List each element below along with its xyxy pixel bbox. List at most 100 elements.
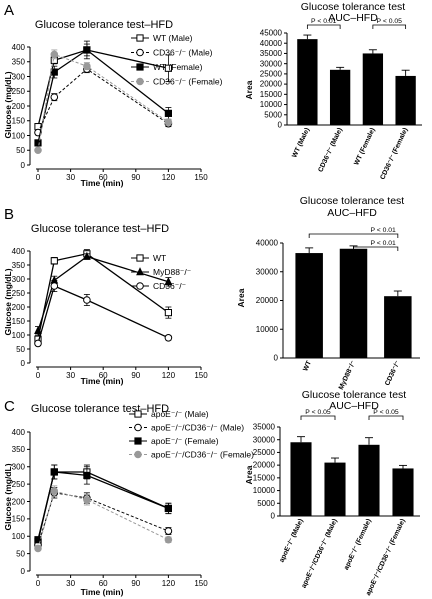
data-point bbox=[34, 139, 42, 147]
bar-y-tick-label: 20000 bbox=[253, 461, 276, 470]
series-line bbox=[37, 490, 169, 549]
significance-bracket: P < 0.01 bbox=[353, 240, 399, 251]
series-line bbox=[37, 471, 169, 540]
data-point bbox=[50, 68, 58, 76]
bar bbox=[290, 442, 312, 516]
data-point bbox=[50, 50, 59, 59]
bar-category-label: apoE⁻/⁻/CD36⁻/⁻ (Female) bbox=[365, 518, 407, 597]
data-point bbox=[83, 62, 91, 70]
x-tick-label: 90 bbox=[131, 173, 140, 182]
data-point bbox=[164, 109, 173, 117]
bar-y-tick-label: 35000 bbox=[260, 49, 283, 58]
y-tick-label: 400 bbox=[12, 43, 26, 52]
x-tick-label: 0 bbox=[36, 579, 41, 588]
bar-chart-title-c: Glucose tolerance test bbox=[302, 389, 407, 401]
y-tick-label: 0 bbox=[21, 359, 26, 368]
significance-bracket: P < 0.01 bbox=[306, 18, 341, 29]
bar-y-tick-label: 0 bbox=[271, 512, 276, 521]
bar-category-label: MyD88⁻/⁻ bbox=[338, 360, 358, 391]
bar-y-tick-label: 40000 bbox=[256, 239, 279, 248]
y-tick-label: 300 bbox=[12, 72, 26, 81]
data-point bbox=[34, 325, 42, 334]
y-tick-label: 300 bbox=[12, 463, 26, 472]
data-point bbox=[83, 296, 91, 304]
x-tick-label: 150 bbox=[194, 579, 208, 588]
x-tick-label: 60 bbox=[99, 579, 108, 588]
series-line bbox=[37, 49, 169, 144]
y-tick-label: 150 bbox=[12, 117, 26, 126]
data-point bbox=[50, 282, 59, 290]
x-tick-label: 0 bbox=[36, 173, 41, 182]
plot-bar-b: 0 10000 20000 30000 40000 WT MyD88⁻/⁻ CD36⁻/⁻ P … bbox=[256, 227, 420, 391]
p-value-label: P < 0.01 bbox=[370, 227, 396, 234]
y-tick-label: 250 bbox=[12, 480, 26, 489]
data-point bbox=[50, 468, 58, 476]
data-point bbox=[34, 536, 42, 544]
data-point bbox=[50, 487, 59, 495]
bar-y-tick-label: 0 bbox=[278, 121, 283, 130]
panel-label-c: C bbox=[4, 398, 15, 415]
legend-marker bbox=[136, 48, 144, 57]
series-2 bbox=[34, 487, 173, 549]
y-tick-label: 350 bbox=[12, 58, 26, 67]
data-point bbox=[164, 64, 173, 72]
legend-label: apoE⁻/⁻/CD36⁻/⁻ (Female) bbox=[151, 450, 254, 460]
data-point bbox=[164, 504, 173, 513]
bar-y-tick-label: 10000 bbox=[260, 100, 283, 109]
legend-marker bbox=[136, 267, 144, 276]
bar bbox=[339, 248, 368, 358]
line-chart-b: Glucose tolerance test–HFD Time (min) Gl… bbox=[3, 223, 208, 386]
legend-label: WT bbox=[153, 253, 166, 263]
data-point bbox=[164, 535, 173, 544]
bracket-line bbox=[306, 24, 341, 29]
data-point bbox=[34, 544, 42, 553]
series-4 bbox=[34, 485, 173, 553]
y-tick-label: 200 bbox=[12, 102, 26, 111]
bar-y-tick-label: 35000 bbox=[253, 423, 276, 432]
data-point bbox=[164, 334, 173, 342]
bar bbox=[395, 75, 416, 125]
x-tick-label: 90 bbox=[131, 579, 140, 588]
bar-category-label: apoE⁻/⁻/CD36⁻/⁻ (Male) bbox=[301, 518, 339, 589]
data-point bbox=[164, 309, 173, 317]
y-axis-label-c: Glucose (mg/dL) bbox=[3, 463, 13, 530]
bar-y-tick-label: 25000 bbox=[260, 69, 283, 78]
series-4 bbox=[34, 49, 173, 155]
bar-chart-subtitle-c: AUC–HFD bbox=[329, 400, 379, 412]
panel-c: C Glucose tolerance test–HFD Time (min) … bbox=[3, 389, 420, 597]
y-tick-label: 350 bbox=[12, 445, 26, 454]
data-point bbox=[83, 471, 91, 480]
y-axis-label-b: Glucose (mg/dL) bbox=[3, 268, 13, 335]
bar bbox=[329, 69, 351, 125]
line-chart-title-a: Glucose tolerance test–HFD bbox=[35, 19, 173, 31]
x-axis-label-c: Time (min) bbox=[81, 587, 124, 597]
data-point bbox=[34, 339, 42, 348]
y-tick-label: 0 bbox=[21, 161, 26, 170]
bracket-line bbox=[308, 233, 399, 238]
bracket-line bbox=[300, 415, 336, 420]
bar-chart-subtitle-a: AUC–HFD bbox=[328, 12, 378, 24]
series-line bbox=[37, 255, 169, 332]
bar-category-label: WT (Male) bbox=[291, 127, 311, 159]
series-3 bbox=[34, 464, 173, 544]
bar-y-tick-label: 10000 bbox=[253, 486, 276, 495]
y-tick-label: 100 bbox=[12, 331, 26, 340]
bar bbox=[392, 468, 414, 516]
data-point bbox=[34, 146, 42, 155]
bar-category-label: apoE⁻/⁻ (Female) bbox=[343, 518, 373, 571]
bracket-line bbox=[353, 246, 399, 251]
bar-y-tick-label: 15000 bbox=[260, 90, 283, 99]
bar-chart-title-a: Glucose tolerance test bbox=[301, 1, 406, 13]
legend-label: CD36⁻/⁻ (Female) bbox=[153, 77, 223, 87]
y-tick-label: 50 bbox=[16, 345, 25, 354]
plot-line-b: 0 50 100 150 200 250 300 350 400 0 30 60 90 120 150 bbox=[12, 247, 209, 380]
bar-y-tick-label: 10000 bbox=[256, 325, 279, 334]
legend-b: WT MyD88⁻/⁻ CD36⁻/⁻ bbox=[131, 253, 192, 291]
series-line bbox=[37, 253, 169, 340]
bar-category-label: CD36⁻/⁻ bbox=[384, 360, 402, 387]
bar-chart-c: Glucose tolerance test AUC–HFD Area 0 500… bbox=[244, 389, 420, 597]
legend-label: CD36⁻/⁻ bbox=[153, 281, 187, 291]
plot-bar-c: 0 5000 10000 15000 20000 25000 30000 35000 apoE⁻… bbox=[253, 409, 420, 597]
x-axis-label-a: Time (min) bbox=[81, 178, 124, 188]
bar-y-axis-label-a: Area bbox=[244, 80, 254, 99]
